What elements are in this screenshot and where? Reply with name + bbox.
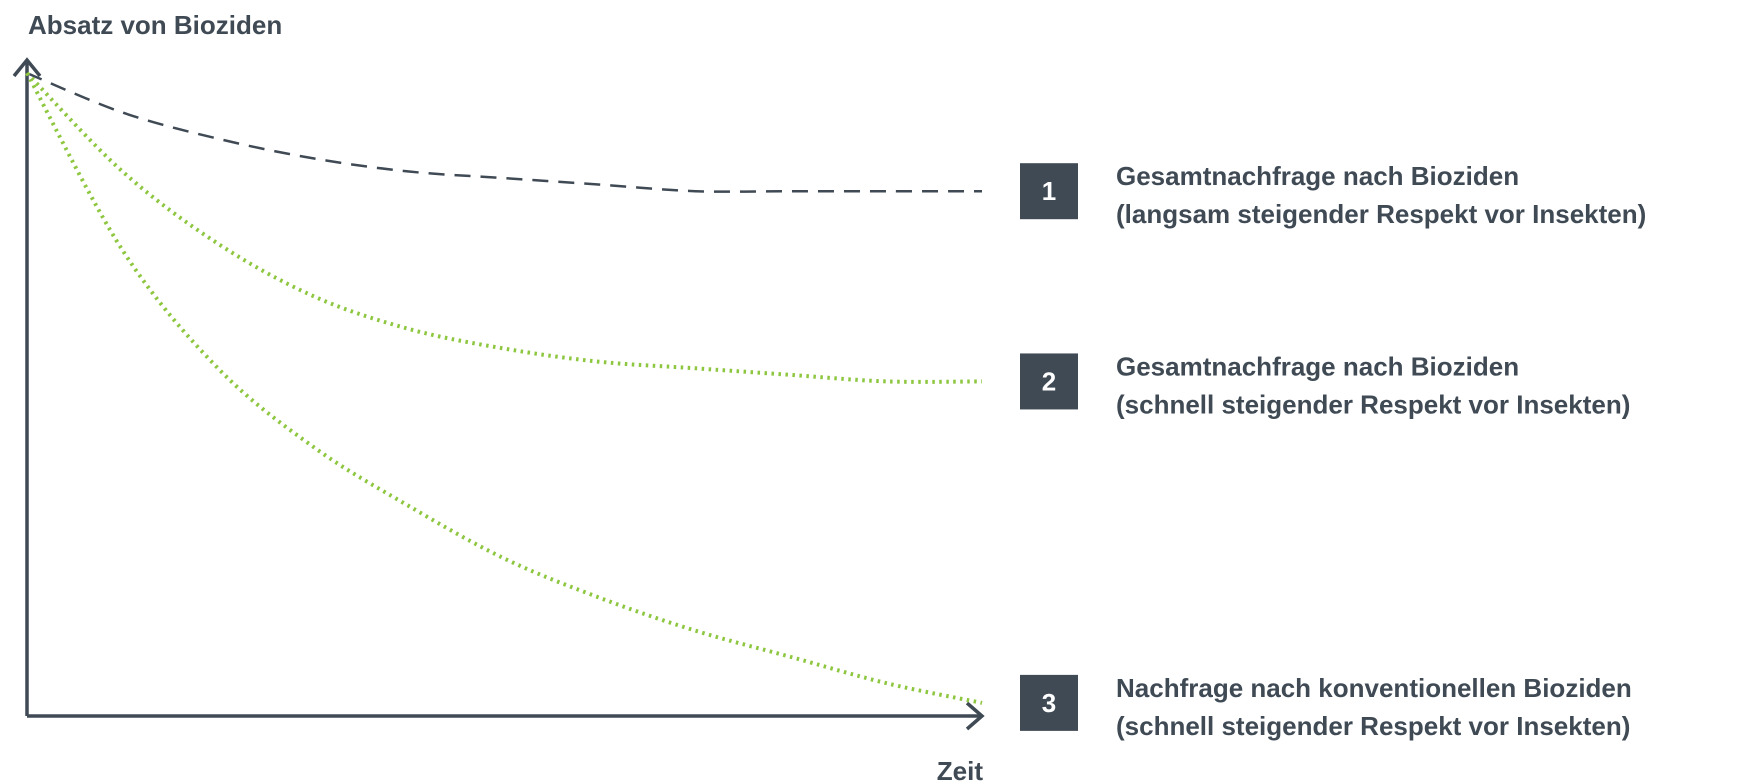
legend-badge-number-3: 3 — [1042, 688, 1056, 718]
legend-badge-3 — [1020, 674, 1078, 731]
series-line-2 — [25, 71, 983, 384]
x-axis-arrowhead — [965, 701, 985, 731]
legend-sublabel-1: (langsam steigender Respekt vor Insekten… — [1116, 199, 1646, 229]
legend-item-3: 3 Nachfrage nach konventionellen Bioziden… — [1020, 673, 1632, 741]
legend-sublabel-2: (schnell steigender Respekt vor Insekten… — [1116, 389, 1630, 419]
legend-badge-number-2: 2 — [1042, 366, 1056, 396]
series-line-1 — [26, 71, 982, 193]
legend-badge-2 — [1020, 353, 1078, 410]
y-axis-arrowhead — [12, 57, 42, 78]
legend-label-3: Nachfrage nach konventionellen Bioziden — [1116, 673, 1632, 703]
y-axis-label: Absatz von Bioziden — [28, 10, 282, 40]
legend-item-1: 1 Gesamtnachfrage nach Bioziden (langsam s… — [1020, 161, 1646, 229]
legend-badge-1 — [1020, 163, 1078, 220]
x-axis-label: Zeit — [937, 756, 984, 781]
series-layer — [25, 71, 983, 705]
axes — [12, 57, 985, 731]
series-line-3 — [25, 72, 983, 705]
legend-item-2: 2 Gesamtnachfrage nach Bioziden (schnell s… — [1020, 351, 1630, 419]
legend-sublabel-3: (schnell steigender Respekt vor Insekten… — [1116, 711, 1630, 741]
legend: 1 Gesamtnachfrage nach Bioziden (langsam s… — [1020, 161, 1646, 741]
legend-label-2: Gesamtnachfrage nach Bioziden — [1116, 351, 1519, 381]
legend-badge-number-1: 1 — [1042, 176, 1056, 206]
legend-label-1: Gesamtnachfrage nach Bioziden — [1116, 161, 1519, 191]
